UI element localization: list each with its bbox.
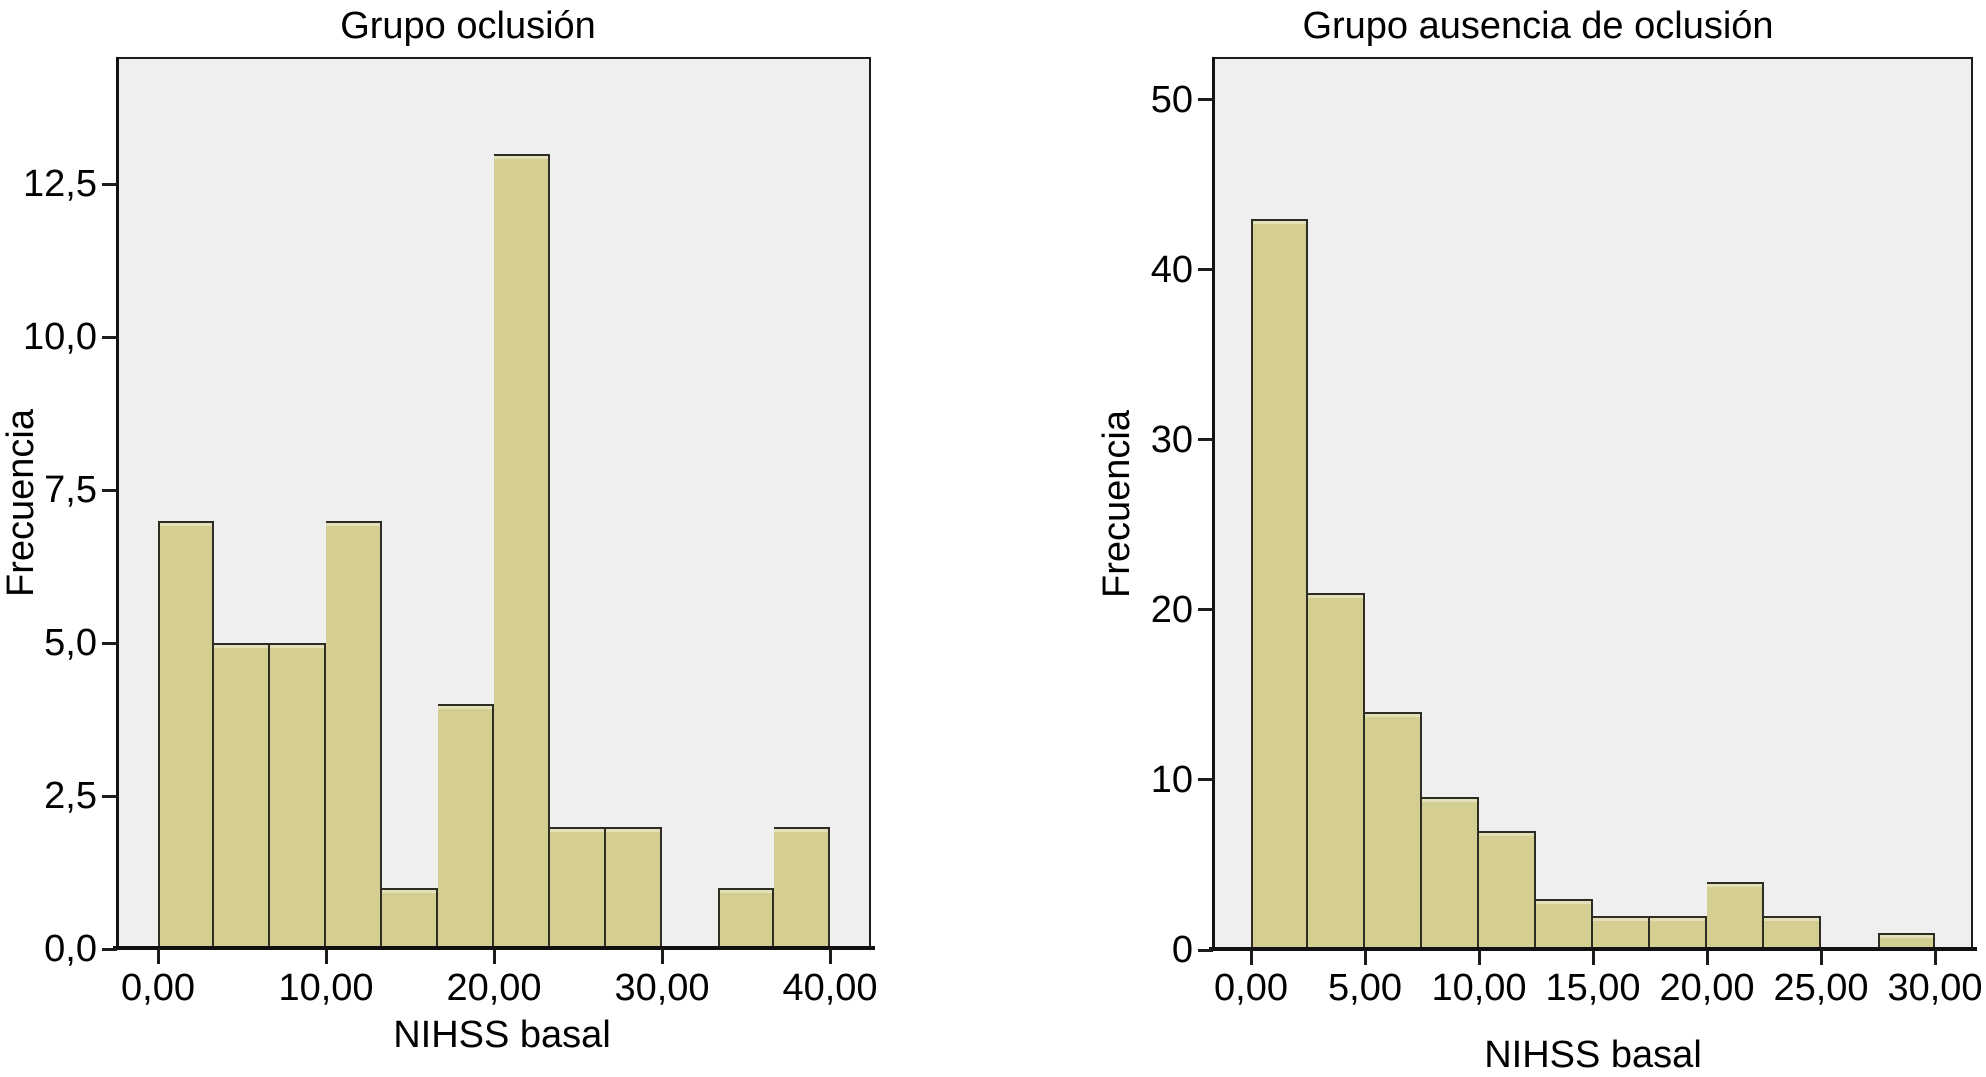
histogram-bar [214, 643, 270, 949]
x-axis-line [1209, 947, 1977, 951]
histogram-bar [774, 826, 830, 949]
y-axis-tick [1198, 778, 1213, 782]
histogram-bar [270, 643, 326, 949]
histogram-bar [550, 826, 606, 949]
y-axis-tick-label: 10,0 [23, 316, 97, 359]
histogram-bar [1422, 796, 1479, 950]
histogram-bar [326, 520, 382, 949]
x-axis-tick-label: 30,00 [614, 967, 710, 1009]
x-axis-tick [1477, 950, 1481, 965]
x-axis-tick [156, 949, 160, 964]
x-axis-tick-label: 40,00 [782, 967, 878, 1009]
x-axis-tick-label: 0,00 [1214, 967, 1288, 1009]
y-axis-tick [102, 794, 117, 798]
x-axis-tick-label: 20,00 [1659, 967, 1755, 1009]
x-axis-tick [1363, 950, 1367, 965]
y-axis-tick [102, 182, 117, 186]
x-axis-tick [324, 949, 328, 964]
x-axis-tick [1819, 950, 1823, 965]
x-axis-tick [1591, 950, 1595, 965]
y-axis-tick-label: 12,5 [23, 163, 97, 206]
y-axis-tick [102, 641, 117, 645]
histogram-bar [1593, 916, 1650, 950]
x-axis-tick-label: 0,00 [121, 967, 195, 1009]
x-axis-tick-label: 5,00 [1328, 967, 1402, 1009]
y-axis-tick-label: 7,5 [44, 469, 97, 512]
histogram-bar [494, 153, 550, 949]
histogram-bar [1650, 916, 1707, 950]
y-axis-tick-label: 10 [1150, 758, 1193, 801]
x-axis-tick [492, 949, 496, 964]
histogram-bar [1707, 882, 1764, 950]
y-axis-tick [102, 335, 117, 339]
chart-title: Grupo oclusión [340, 5, 596, 47]
y-axis-tick [1198, 98, 1213, 101]
x-axis-tick-label: 30,00 [1887, 967, 1983, 1009]
x-axis-label: NIHSS basal [393, 1014, 611, 1056]
x-axis-tick [1933, 950, 1937, 965]
y-axis-tick-label: 30 [1150, 418, 1193, 461]
x-axis-line [113, 946, 875, 950]
histogram-bar [1764, 916, 1821, 950]
x-axis-label: NIHSS basal [1484, 1034, 1702, 1076]
x-axis-tick [660, 949, 664, 964]
x-axis-tick-label: 10,00 [1431, 967, 1527, 1009]
x-axis-tick-label: 15,00 [1545, 967, 1641, 1009]
histogram-bar [1365, 711, 1422, 950]
y-axis-tick [102, 947, 117, 951]
y-axis-tick-label: 40 [1150, 248, 1193, 291]
y-axis-tick-label: 5,0 [44, 622, 97, 665]
histogram-bar [158, 520, 214, 949]
histogram-bar [606, 826, 662, 949]
y-axis-tick [1198, 608, 1213, 612]
y-axis-line [1212, 57, 1215, 950]
histogram-bar [1479, 830, 1536, 950]
histogram-bar [1536, 899, 1593, 950]
histogram-bar [1251, 218, 1308, 950]
y-axis-tick [1198, 438, 1213, 442]
x-axis-tick [1705, 950, 1709, 965]
x-axis-tick-label: 20,00 [446, 967, 542, 1009]
y-axis-tick [102, 488, 117, 492]
y-axis-tick-label: 2,5 [44, 775, 97, 818]
x-axis-tick-label: 25,00 [1773, 967, 1869, 1009]
y-axis-tick-label: 0 [1171, 929, 1193, 971]
x-axis-tick-label: 10,00 [278, 967, 374, 1009]
y-axis-tick-label: 0,0 [44, 928, 97, 970]
x-axis-tick [828, 949, 832, 964]
y-axis-tick-label: 20 [1150, 588, 1193, 631]
y-axis-tick [1198, 268, 1213, 272]
histogram-bar [438, 704, 494, 949]
x-axis-tick [1249, 950, 1253, 965]
y-axis-tick-label: 50 [1150, 78, 1193, 121]
histogram-bar [1308, 592, 1365, 950]
y-axis-line [116, 57, 119, 949]
chart-title: Grupo ausencia de oclusión [1302, 5, 1774, 47]
y-axis-tick [1198, 948, 1213, 952]
